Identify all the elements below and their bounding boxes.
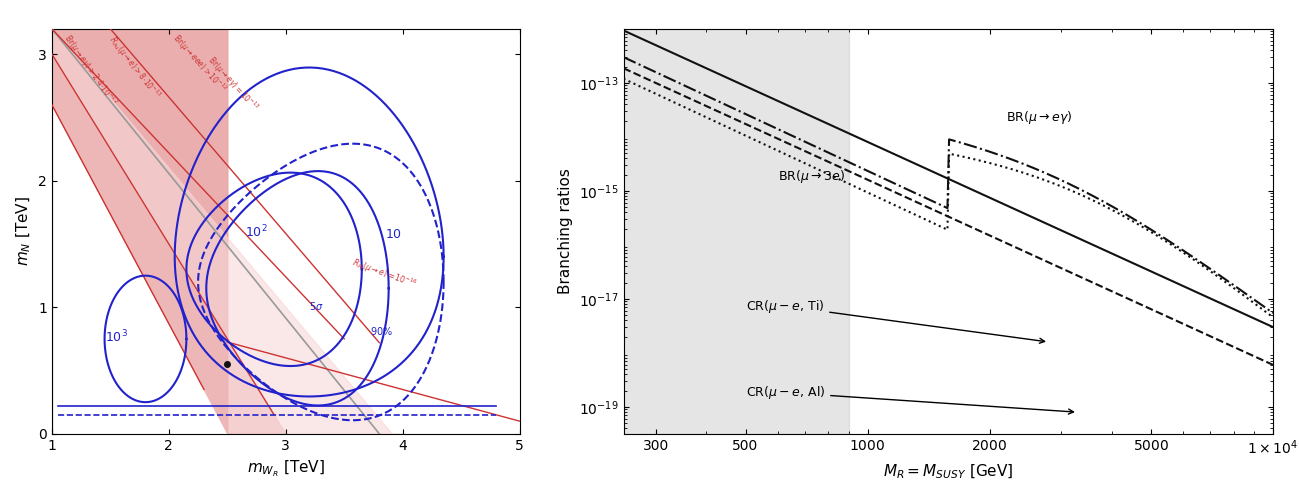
Bar xyxy=(585,29,850,434)
Text: $10^2$: $10^2$ xyxy=(244,224,268,241)
Text: $R_\mathrm{Au}(\mu{\to}e){>}8{\cdot}10^{-13}$: $R_\mathrm{Au}(\mu{\to}e){>}8{\cdot}10^{… xyxy=(104,33,164,103)
Text: $\mathrm{Br}(\mu{\to}e\gamma){>}2.4{\cdot}10^{-12}$: $\mathrm{Br}(\mu{\to}e\gamma){>}2.4{\cdo… xyxy=(60,32,121,109)
Text: $10$: $10$ xyxy=(385,228,403,241)
Text: $\mathrm{BR}(\mu \to e\gamma)$: $\mathrm{BR}(\mu \to e\gamma)$ xyxy=(1007,109,1073,126)
Text: $R_\mathrm{Al}(\mu{\to}e){=}10^{-16}$: $R_\mathrm{Al}(\mu{\to}e){=}10^{-16}$ xyxy=(349,255,418,292)
Text: $\mathrm{Br}(\mu{\to}e\gamma){=}10^{-13}$: $\mathrm{Br}(\mu{\to}e\gamma){=}10^{-13}… xyxy=(204,54,261,115)
Text: $\mathrm{Br}(\mu{\to}eee){>}10^{-12}$: $\mathrm{Br}(\mu{\to}eee){>}10^{-12}$ xyxy=(169,31,230,96)
Text: $\mathrm{BR}(\mu \to 3e)$: $\mathrm{BR}(\mu \to 3e)$ xyxy=(778,168,844,185)
X-axis label: $M_R = M_{SUSY}$ [GeV]: $M_R = M_{SUSY}$ [GeV] xyxy=(883,463,1013,481)
Y-axis label: $m_N$ [TeV]: $m_N$ [TeV] xyxy=(14,196,32,267)
Text: $\mathrm{CR}(\mu - e,\, \mathrm{Ti})$: $\mathrm{CR}(\mu - e,\, \mathrm{Ti})$ xyxy=(746,298,1044,343)
Text: $10^3$: $10^3$ xyxy=(104,329,127,346)
X-axis label: $m_{W_R}$ [TeV]: $m_{W_R}$ [TeV] xyxy=(247,458,325,479)
Text: $5\sigma$: $5\sigma$ xyxy=(309,300,323,312)
Text: $90\%$: $90\%$ xyxy=(370,325,394,337)
Text: $\mathrm{CR}(\mu - e,\, \mathrm{Al})$: $\mathrm{CR}(\mu - e,\, \mathrm{Al})$ xyxy=(746,384,1073,414)
Y-axis label: Branching ratios: Branching ratios xyxy=(559,168,573,295)
